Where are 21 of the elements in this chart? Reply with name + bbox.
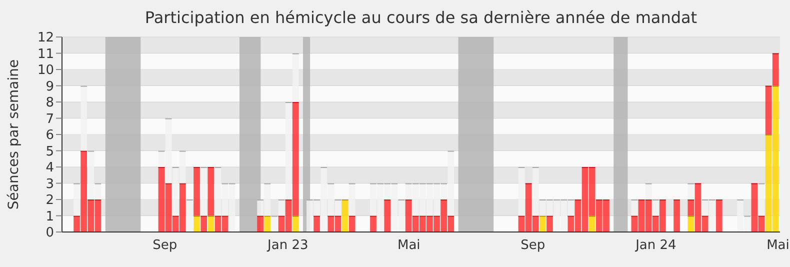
y-tick-label: 10 — [37, 63, 54, 78]
y-axis-title: Séances par semaine — [6, 59, 22, 210]
y-tick-label: 4 — [46, 160, 54, 176]
y-tick-label: 5 — [46, 144, 54, 160]
y-tick-label: 6 — [46, 128, 54, 144]
y-tick-label: 1 — [46, 209, 54, 224]
y-tick-label: 0 — [46, 226, 54, 241]
y-tick-label: 7 — [46, 112, 54, 127]
x-tick-label: Jan 24 — [634, 238, 676, 254]
x-tick-label: Sep — [520, 238, 546, 254]
x-tick-label: Mai — [398, 238, 420, 254]
y-tick-label: 9 — [46, 79, 54, 94]
y-tick-label: 2 — [46, 193, 54, 208]
x-tick-label: Jan 23 — [266, 238, 308, 254]
y-tick-label: 3 — [46, 176, 54, 192]
y-tick-label: 8 — [46, 96, 54, 111]
x-tick-label: Sep — [152, 238, 178, 254]
chart-title: Participation en hémicycle au cours de sa dernière année de mandat — [144, 8, 698, 27]
x-tick-label: Mai — [766, 238, 790, 254]
y-tick-label: 12 — [37, 30, 54, 46]
y-tick-label: 11 — [37, 46, 54, 62]
